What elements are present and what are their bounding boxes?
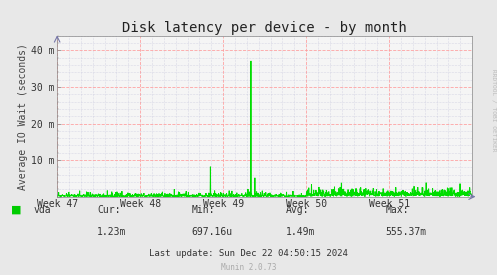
Text: Last update: Sun Dec 22 04:50:15 2024: Last update: Sun Dec 22 04:50:15 2024 <box>149 249 348 258</box>
Title: Disk latency per device - by month: Disk latency per device - by month <box>122 21 407 35</box>
Text: 1.23m: 1.23m <box>97 227 126 237</box>
Text: Min:: Min: <box>191 205 215 215</box>
Text: Max:: Max: <box>385 205 409 215</box>
Text: RRDTOOL / TOBI OETIKER: RRDTOOL / TOBI OETIKER <box>491 69 496 151</box>
Y-axis label: Average IO Wait (seconds): Average IO Wait (seconds) <box>18 43 28 190</box>
Text: 697.16u: 697.16u <box>191 227 233 237</box>
Text: vda: vda <box>34 205 51 215</box>
Text: Cur:: Cur: <box>97 205 120 215</box>
Text: ■: ■ <box>11 205 21 215</box>
Text: Munin 2.0.73: Munin 2.0.73 <box>221 263 276 272</box>
Text: Avg:: Avg: <box>286 205 309 215</box>
Text: 1.49m: 1.49m <box>286 227 315 237</box>
Text: 555.37m: 555.37m <box>385 227 426 237</box>
